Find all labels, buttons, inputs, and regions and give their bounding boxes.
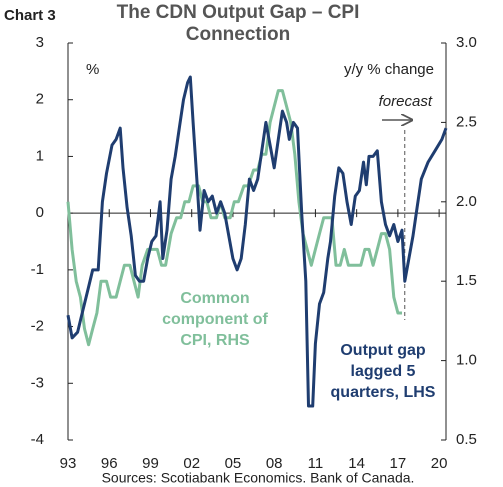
x-tick-label: 02: [183, 455, 200, 472]
y2-axis-label: y/y % change: [344, 61, 434, 78]
x-tick-label: 14: [348, 455, 365, 472]
y2-tick-label: 1.5: [456, 272, 477, 289]
y-tick-label: -1: [31, 261, 44, 278]
x-tick-label: 05: [225, 455, 242, 472]
y-tick-label: 1: [36, 147, 44, 164]
y-tick-label: -3: [31, 374, 44, 391]
x-tick-label: 11: [308, 455, 324, 472]
x-tick-label: 20: [431, 455, 448, 472]
x-tick-label: 99: [142, 455, 159, 472]
x-tick-label: 17: [390, 455, 407, 472]
chart-title: The CDN Output Gap – CPI Connection: [116, 2, 360, 45]
y-axis-label: %: [86, 61, 99, 78]
y2-tick-label: 2.0: [456, 193, 477, 210]
y-tick-label: 0: [36, 204, 44, 221]
x-tick-label: 08: [266, 455, 283, 472]
y2-tick-label: 0.5: [456, 431, 477, 448]
y-tick-label: 2: [36, 91, 44, 108]
y-tick-label: -4: [31, 431, 44, 448]
series-label: Output gap lagged 5 quarters, LHS: [330, 342, 436, 401]
series-label: Common component of CPI, RHS: [162, 290, 268, 349]
y-tick-label: -2: [31, 318, 44, 335]
annotation: forecast: [379, 93, 433, 110]
x-tick-label: 93: [60, 455, 77, 472]
source: Sources: Scotiabank Economics. Bank of C…: [102, 470, 415, 486]
chart-label: Chart 3: [4, 7, 56, 24]
y2-tick-label: 1.0: [456, 352, 477, 369]
series-line: [66, 89, 402, 347]
series-line: [66, 75, 448, 408]
y2-tick-label: 3.0: [456, 34, 477, 51]
x-tick-label: 96: [101, 455, 118, 472]
y-tick-label: 3: [36, 34, 44, 51]
y2-tick-label: 2.5: [456, 113, 477, 130]
